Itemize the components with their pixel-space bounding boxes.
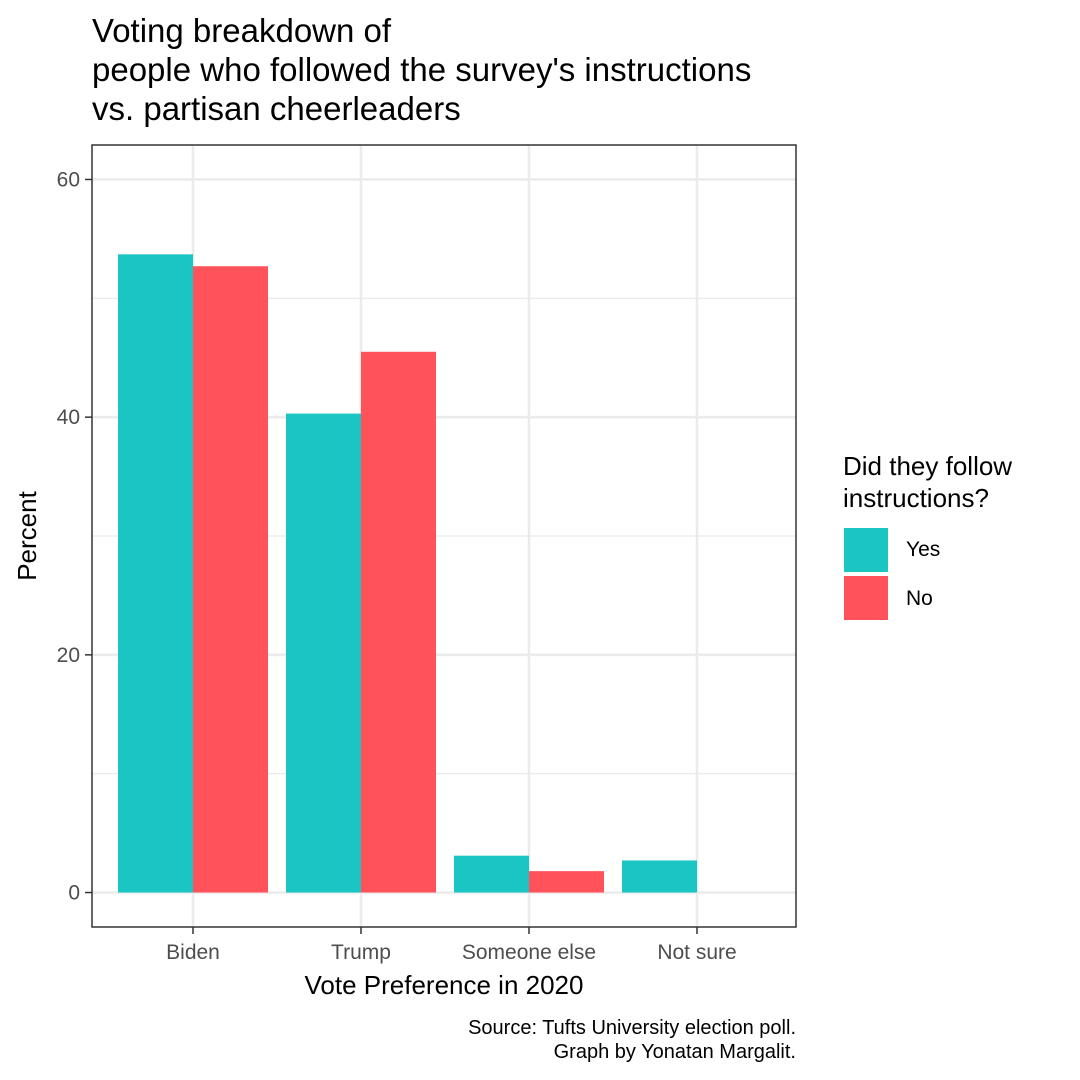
y-axis-title: Percent xyxy=(12,490,42,580)
legend-title-line-1: Did they follow xyxy=(843,451,1013,481)
bar-biden-no xyxy=(193,266,268,893)
x-tick-label: Trump xyxy=(331,941,391,964)
caption-line-1: Source: Tufts University election poll. xyxy=(468,1017,796,1039)
y-tick-label: 0 xyxy=(68,882,80,905)
bars xyxy=(118,254,697,893)
legend-keys xyxy=(844,528,888,620)
bar-trump-no xyxy=(361,351,436,893)
bar-trump-yes xyxy=(286,413,361,893)
legend-key-yes xyxy=(844,528,888,572)
title-line-2: people who followed the survey's instruc… xyxy=(92,51,752,88)
legend-label-no: No xyxy=(906,587,933,610)
panel-border xyxy=(91,144,797,928)
title-line-1: Voting breakdown of xyxy=(92,12,392,49)
x-tick-label: Not sure xyxy=(657,941,736,964)
y-tick-labels: 0 20 40 60 xyxy=(57,168,80,904)
y-tick-label: 40 xyxy=(57,406,80,429)
x-tick-label: Biden xyxy=(166,941,220,964)
legend-title-line-2: instructions? xyxy=(843,483,989,513)
y-tick-label: 20 xyxy=(57,644,80,667)
x-tick-label: Someone else xyxy=(462,941,596,964)
bar-someone-else-yes xyxy=(454,855,529,893)
bar-not-sure-yes xyxy=(622,860,697,893)
bar-biden-yes xyxy=(118,254,193,893)
axis-ticks xyxy=(85,178,698,934)
x-tick-labels: Biden Trump Someone else Not sure xyxy=(166,941,737,964)
x-axis-title: Vote Preference in 2020 xyxy=(305,970,584,1000)
legend-label-yes: Yes xyxy=(906,538,941,561)
legend-key-no xyxy=(844,576,888,620)
bar-someone-else-no xyxy=(529,871,604,893)
y-tick-label: 60 xyxy=(57,168,80,191)
title-line-3: vs. partisan cheerleaders xyxy=(92,90,461,127)
caption-line-2: Graph by Yonatan Margalit. xyxy=(553,1041,796,1063)
